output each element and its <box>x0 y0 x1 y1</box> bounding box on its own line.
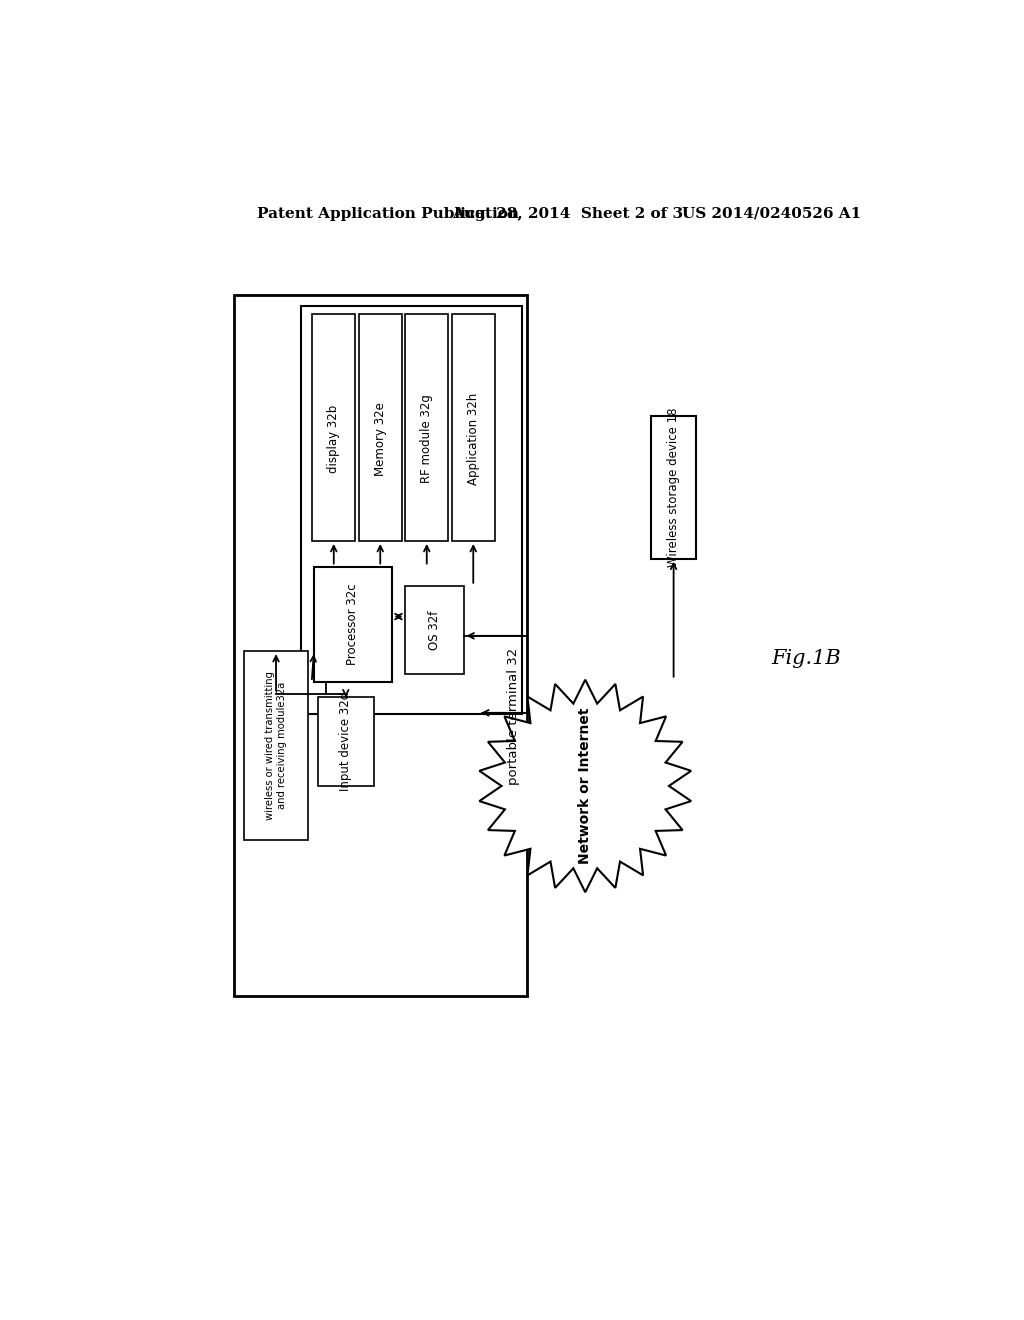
Text: Processor 32c: Processor 32c <box>346 583 359 665</box>
Bar <box>234 296 527 997</box>
Bar <box>245 651 308 840</box>
Polygon shape <box>479 680 691 892</box>
Text: Input device 32d: Input device 32d <box>339 692 352 791</box>
Text: Fig.1B: Fig.1B <box>771 649 841 668</box>
Bar <box>314 566 391 682</box>
Text: RF module 32g: RF module 32g <box>420 395 433 483</box>
Text: portable terminal 32: portable terminal 32 <box>507 647 519 784</box>
Text: Aug. 28, 2014  Sheet 2 of 3: Aug. 28, 2014 Sheet 2 of 3 <box>452 207 683 220</box>
Bar <box>452 314 495 541</box>
Bar <box>312 314 355 541</box>
Text: Application 32h: Application 32h <box>467 393 480 484</box>
Bar <box>301 306 521 714</box>
Text: US 2014/0240526 A1: US 2014/0240526 A1 <box>682 207 861 220</box>
Text: display 32b: display 32b <box>328 405 340 473</box>
Text: Network or Internet: Network or Internet <box>579 708 592 865</box>
Text: Wireless storage device 18: Wireless storage device 18 <box>667 408 680 568</box>
Bar <box>651 416 696 558</box>
Text: OS 32f: OS 32f <box>428 610 441 649</box>
Bar <box>317 697 374 785</box>
Bar <box>406 314 449 541</box>
Bar <box>359 314 401 541</box>
Text: Patent Application Publication: Patent Application Publication <box>257 207 519 220</box>
Bar <box>406 586 464 675</box>
Text: Memory 32e: Memory 32e <box>374 401 387 475</box>
Text: wireless or wired transmitting
and receiving module32a: wireless or wired transmitting and recei… <box>265 671 287 820</box>
